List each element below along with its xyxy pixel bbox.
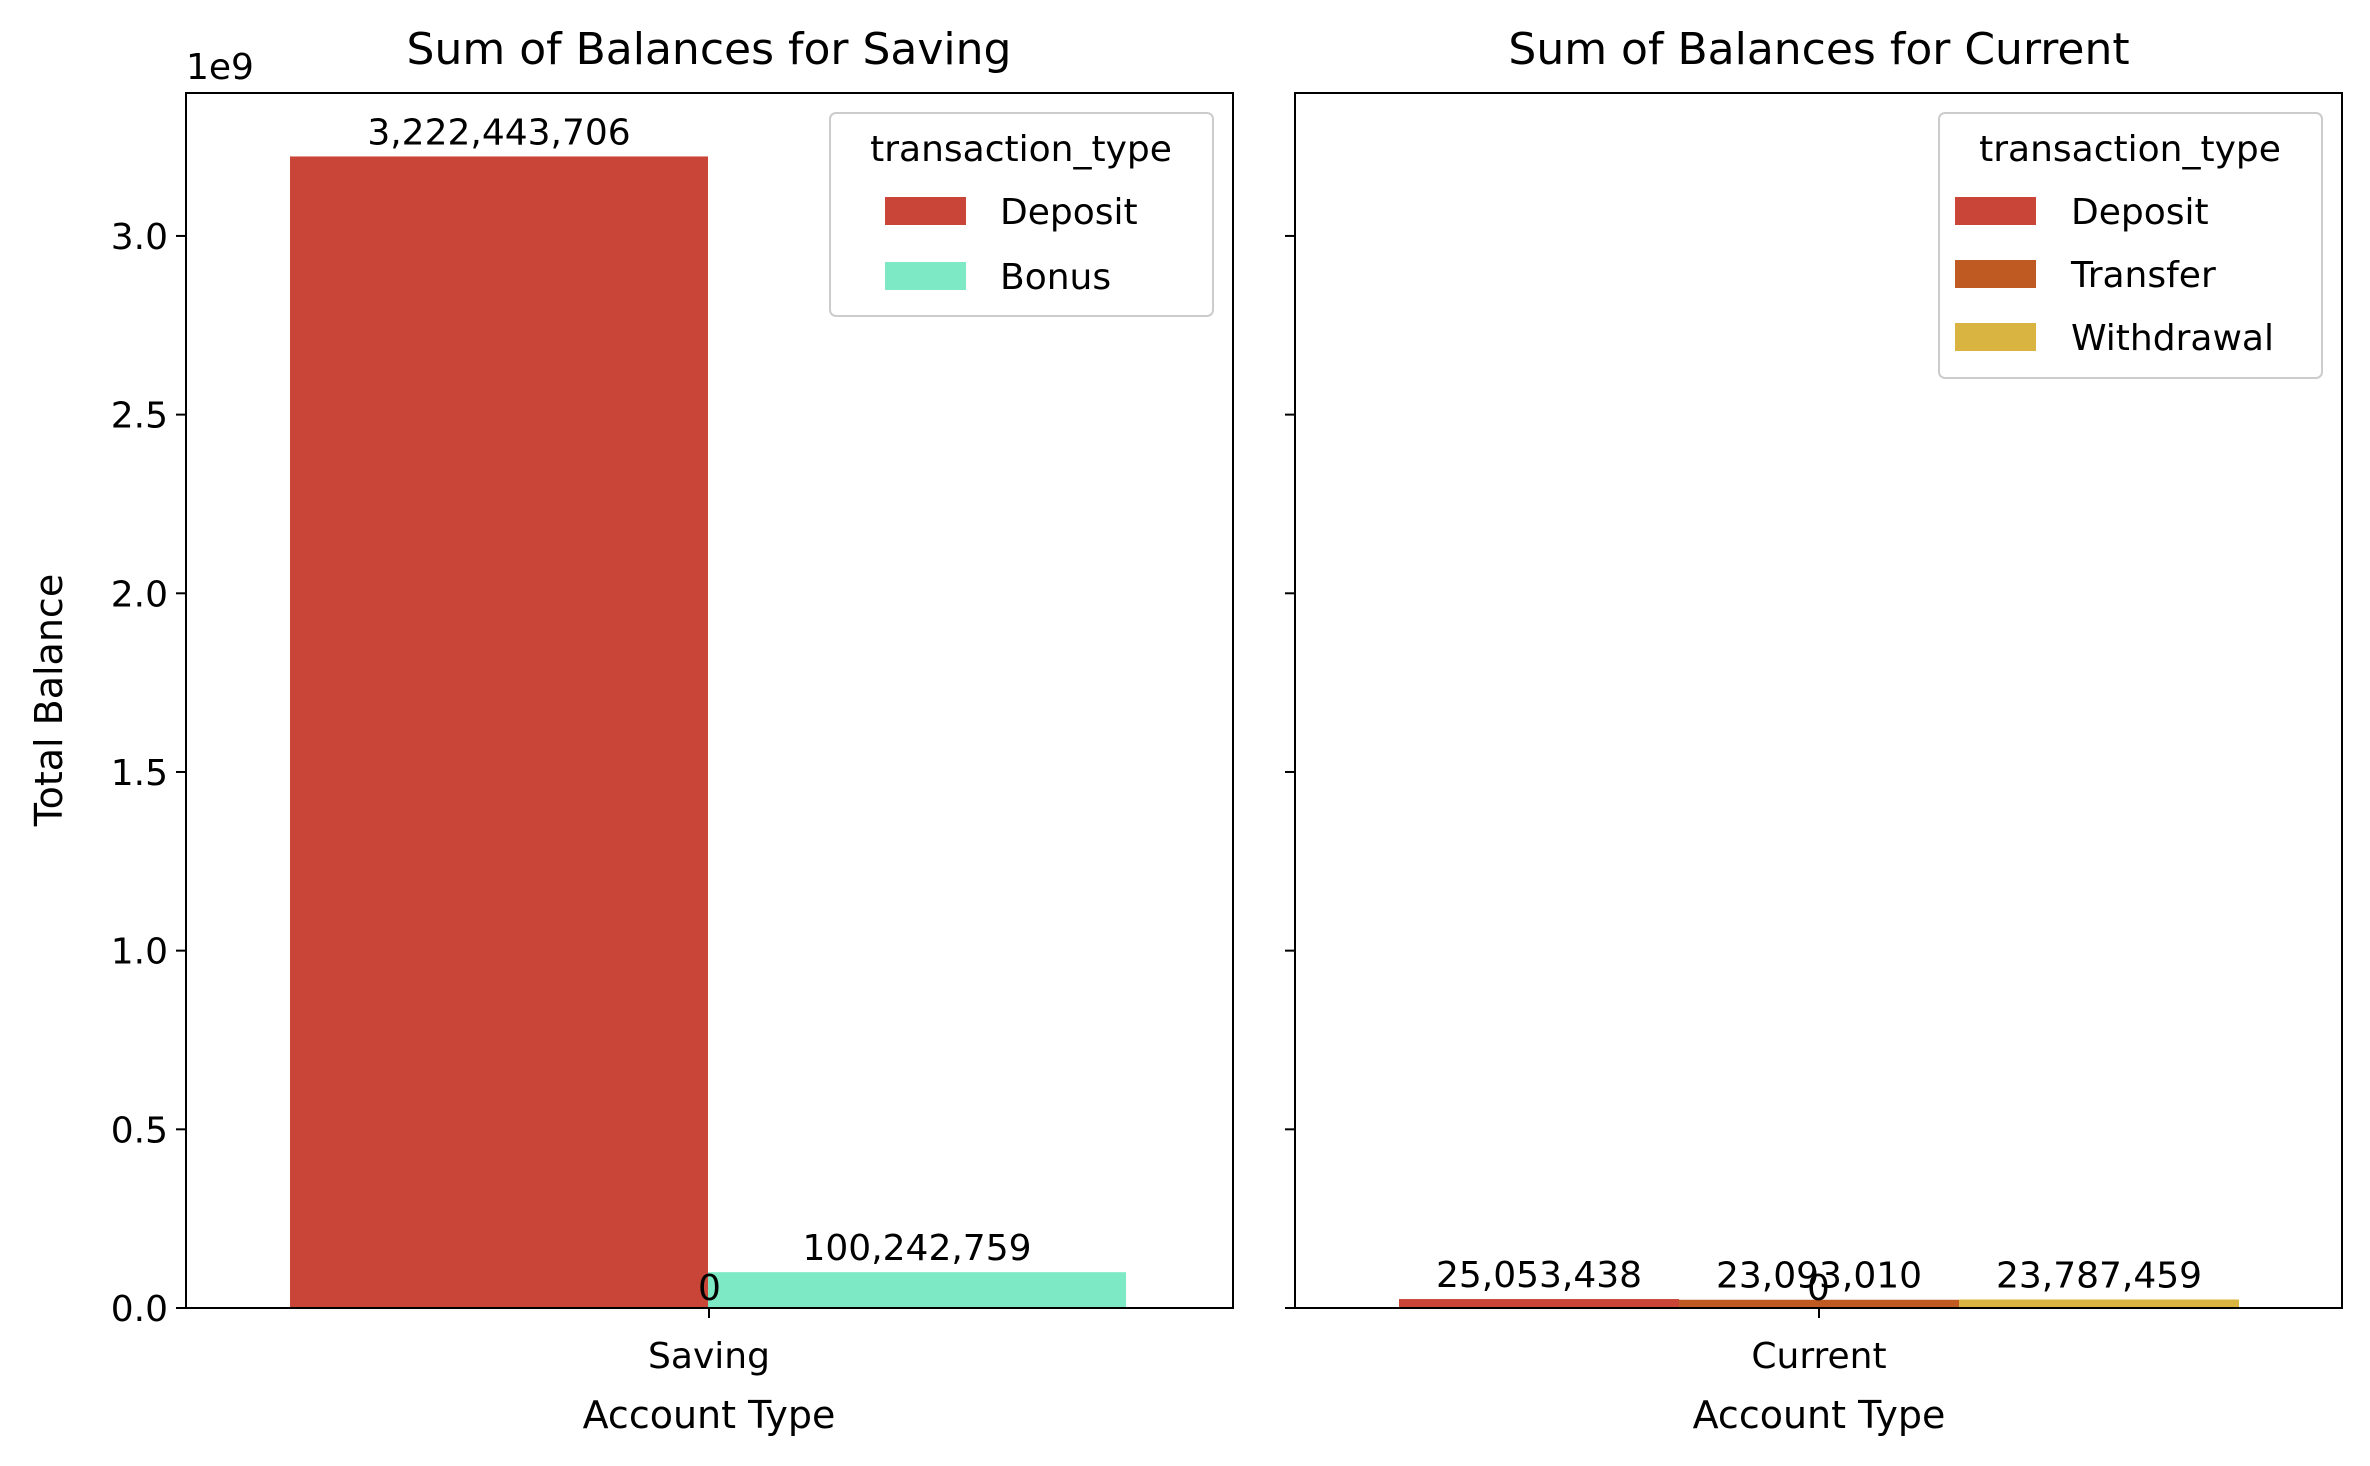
legend-label-transfer: Transfer: [2070, 255, 2216, 296]
bar-deposit: [1399, 1299, 1679, 1308]
x-axis-label: Account Type: [583, 1393, 836, 1437]
bar-value-label-deposit: 25,053,438: [1436, 1255, 1642, 1296]
current-chart-panel: Sum of Balances for Current Current Acco…: [1285, 24, 2343, 1437]
legend-swatch-deposit: [1955, 197, 2036, 225]
zero-bar-label: 0: [698, 1268, 721, 1309]
bar-value-label-bonus: 100,242,759: [802, 1228, 1031, 1269]
bar-value-label-withdrawal: 23,787,459: [1996, 1255, 2202, 1296]
bar-deposit: [290, 156, 708, 1309]
legend-swatch-bonus: [885, 262, 966, 290]
x-tick-label-saving: Saving: [648, 1336, 770, 1377]
x-tick-label-current: Current: [1751, 1336, 1886, 1377]
y-tick-label: 3.0: [111, 217, 168, 258]
y-tick-label: 0.0: [111, 1289, 168, 1330]
current-legend: transaction_type Deposit Transfer Withdr…: [1938, 112, 2323, 379]
current-plot-frame: [1294, 92, 2343, 1309]
legend-title: transaction_type: [1979, 129, 2281, 170]
y-axis-label: Total Balance: [27, 574, 71, 827]
current-bars: [1399, 1299, 2239, 1308]
y-axis-ticks: 0.0 0.5 1.0 1.5 2.0 2.5 3.0: [111, 217, 186, 1330]
saving-chart-panel: Sum of Balances for Saving 1e9 Total Bal…: [27, 24, 1234, 1437]
current-chart-title: Sum of Balances for Current: [1508, 24, 2129, 75]
y-tick-label: 2.5: [111, 396, 168, 437]
bar-value-label-deposit: 3,222,443,706: [367, 112, 630, 153]
y-offset-label: 1e9: [186, 47, 254, 88]
legend-label-deposit: Deposit: [2071, 192, 2209, 233]
legend-swatch-transfer: [1955, 260, 2036, 288]
current-bar-labels: 25,053,438 23,093,010 23,787,459 0: [1436, 1255, 2202, 1309]
legend-box: [1938, 112, 2323, 379]
bar-value-label-transfer: 23,093,010: [1716, 1256, 1922, 1297]
legend-swatch-withdrawal: [1955, 323, 2036, 351]
y-tick-label: 1.5: [111, 753, 168, 794]
bar-transfer: [1679, 1299, 1959, 1308]
saving-chart-title: Sum of Balances for Saving: [407, 24, 1012, 75]
y-tick-label: 1.0: [111, 932, 168, 973]
saving-bars: [290, 156, 1126, 1309]
y-axis-ticks: [1285, 234, 1295, 1309]
saving-plot-frame: [185, 92, 1234, 1309]
y-tick-label: 2.0: [111, 574, 168, 615]
x-axis-label: Account Type: [1693, 1393, 1946, 1437]
legend-title: transaction_type: [870, 129, 1172, 170]
legend-label-withdrawal: Withdrawal: [2071, 318, 2274, 359]
saving-legend: transaction_type Deposit Bonus: [829, 112, 1214, 317]
zero-bar-label: 0: [1807, 1268, 1830, 1309]
saving-bar-labels: 3,222,443,706 100,242,759 0: [367, 112, 1031, 1309]
legend-label-deposit: Deposit: [1000, 192, 1138, 233]
bar-bonus: [708, 1272, 1126, 1308]
legend-label-bonus: Bonus: [1000, 257, 1111, 298]
bar-withdrawal: [1959, 1299, 2239, 1308]
y-tick-label: 0.5: [111, 1110, 168, 1151]
legend-swatch-deposit: [885, 197, 966, 225]
